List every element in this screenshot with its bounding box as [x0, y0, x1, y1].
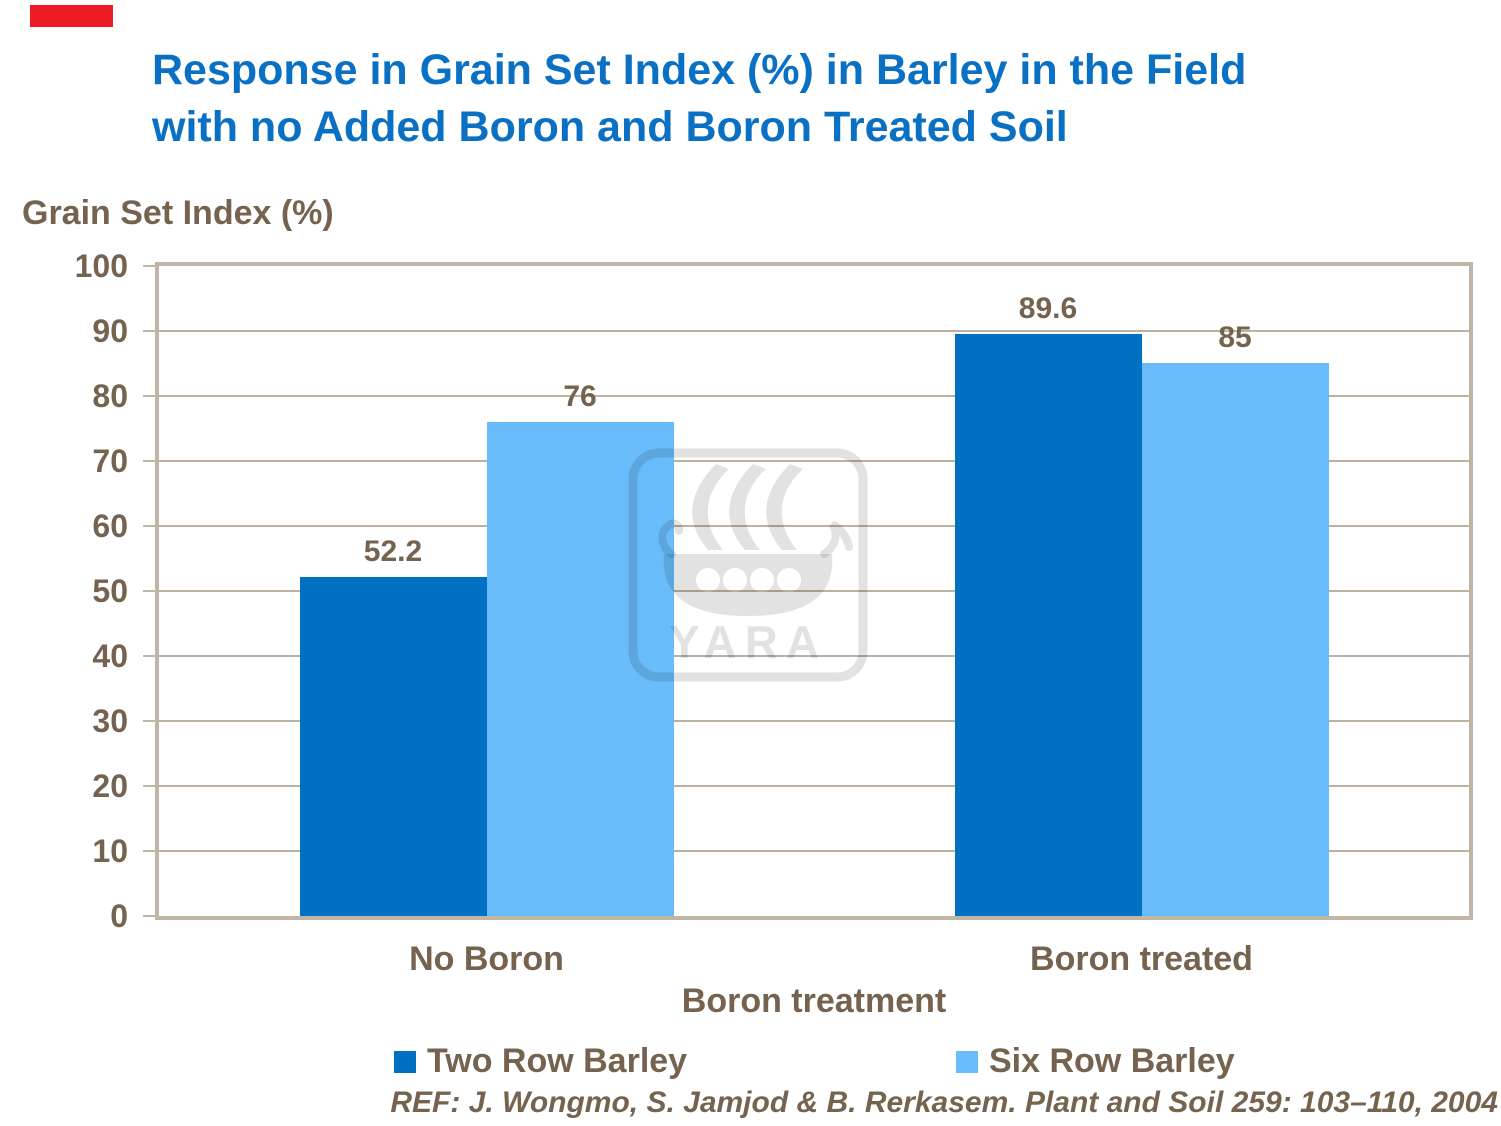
y-tick-label: 50 — [92, 573, 128, 609]
y-tick-mark — [143, 785, 156, 787]
gridline — [159, 720, 1469, 722]
x-axis-title: Boron treatment — [681, 982, 947, 1020]
title-line-2: with no Added Boron and Boron Treated So… — [152, 103, 1068, 151]
legend-label: Six Row Barley — [989, 1042, 1235, 1080]
y-tick-mark — [143, 655, 156, 657]
y-tick-mark — [143, 395, 156, 397]
y-tick-label: 100 — [74, 248, 128, 284]
y-tick-label: 90 — [92, 313, 128, 349]
y-tick-mark — [143, 590, 156, 592]
brand-red-bar — [30, 5, 113, 27]
y-axis-title: Grain Set Index (%) — [22, 194, 334, 232]
bar-value-label: 52.2 — [363, 535, 423, 568]
bar-value-label: 85 — [1218, 321, 1252, 354]
gridline — [159, 395, 1469, 397]
title-line-1: Response in Grain Set Index (%) in Barle… — [152, 46, 1247, 94]
category-label-boron-treated: Boron treated — [1030, 940, 1253, 978]
bar-two-row-barley-boron-treated — [954, 334, 1142, 916]
gridline — [159, 525, 1469, 527]
plot-area: 52.2 76 89.6 85 — [155, 262, 1473, 920]
bar-value-label: 76 — [563, 380, 597, 413]
bar-six-row-barley-no-boron — [486, 422, 674, 916]
y-tick-label: 40 — [92, 638, 128, 674]
y-tick-mark — [143, 265, 156, 267]
y-tick-mark — [143, 525, 156, 527]
y-tick-mark — [143, 720, 156, 722]
bar-value-label: 89.6 — [1018, 292, 1078, 325]
y-tick-label: 30 — [92, 703, 128, 739]
y-tick-label: 60 — [92, 508, 128, 544]
y-tick-label: 10 — [92, 833, 128, 869]
bar-six-row-barley-boron-treated — [1141, 363, 1329, 916]
y-tick-label: 20 — [92, 768, 128, 804]
reference-text: REF: J. Wongmo, S. Jamjod & B. Rerkasem.… — [390, 1086, 1498, 1119]
legend-label: Two Row Barley — [427, 1042, 688, 1080]
gridline — [159, 850, 1469, 852]
chart-title: Response in Grain Set Index (%) in Barle… — [152, 42, 1482, 156]
y-tick-label: 0 — [110, 898, 128, 934]
y-tick-mark — [143, 915, 156, 917]
y-tick-mark — [143, 460, 156, 462]
y-tick-mark — [143, 850, 156, 852]
gridline — [159, 330, 1469, 332]
y-tick-label: 70 — [92, 443, 128, 479]
legend-item-six-row-barley: Six Row Barley — [956, 1042, 1235, 1081]
gridline — [159, 460, 1469, 462]
gridline — [159, 590, 1469, 592]
legend-swatch-light-blue — [956, 1050, 978, 1073]
legend-swatch-dark-blue — [394, 1050, 416, 1073]
y-tick-label: 80 — [92, 378, 128, 414]
gridline — [159, 785, 1469, 787]
bar-two-row-barley-no-boron — [299, 577, 487, 916]
legend-item-two-row-barley: Two Row Barley — [394, 1042, 687, 1081]
gridline — [159, 655, 1469, 657]
y-tick-mark — [143, 330, 156, 332]
category-label-no-boron: No Boron — [409, 940, 564, 978]
